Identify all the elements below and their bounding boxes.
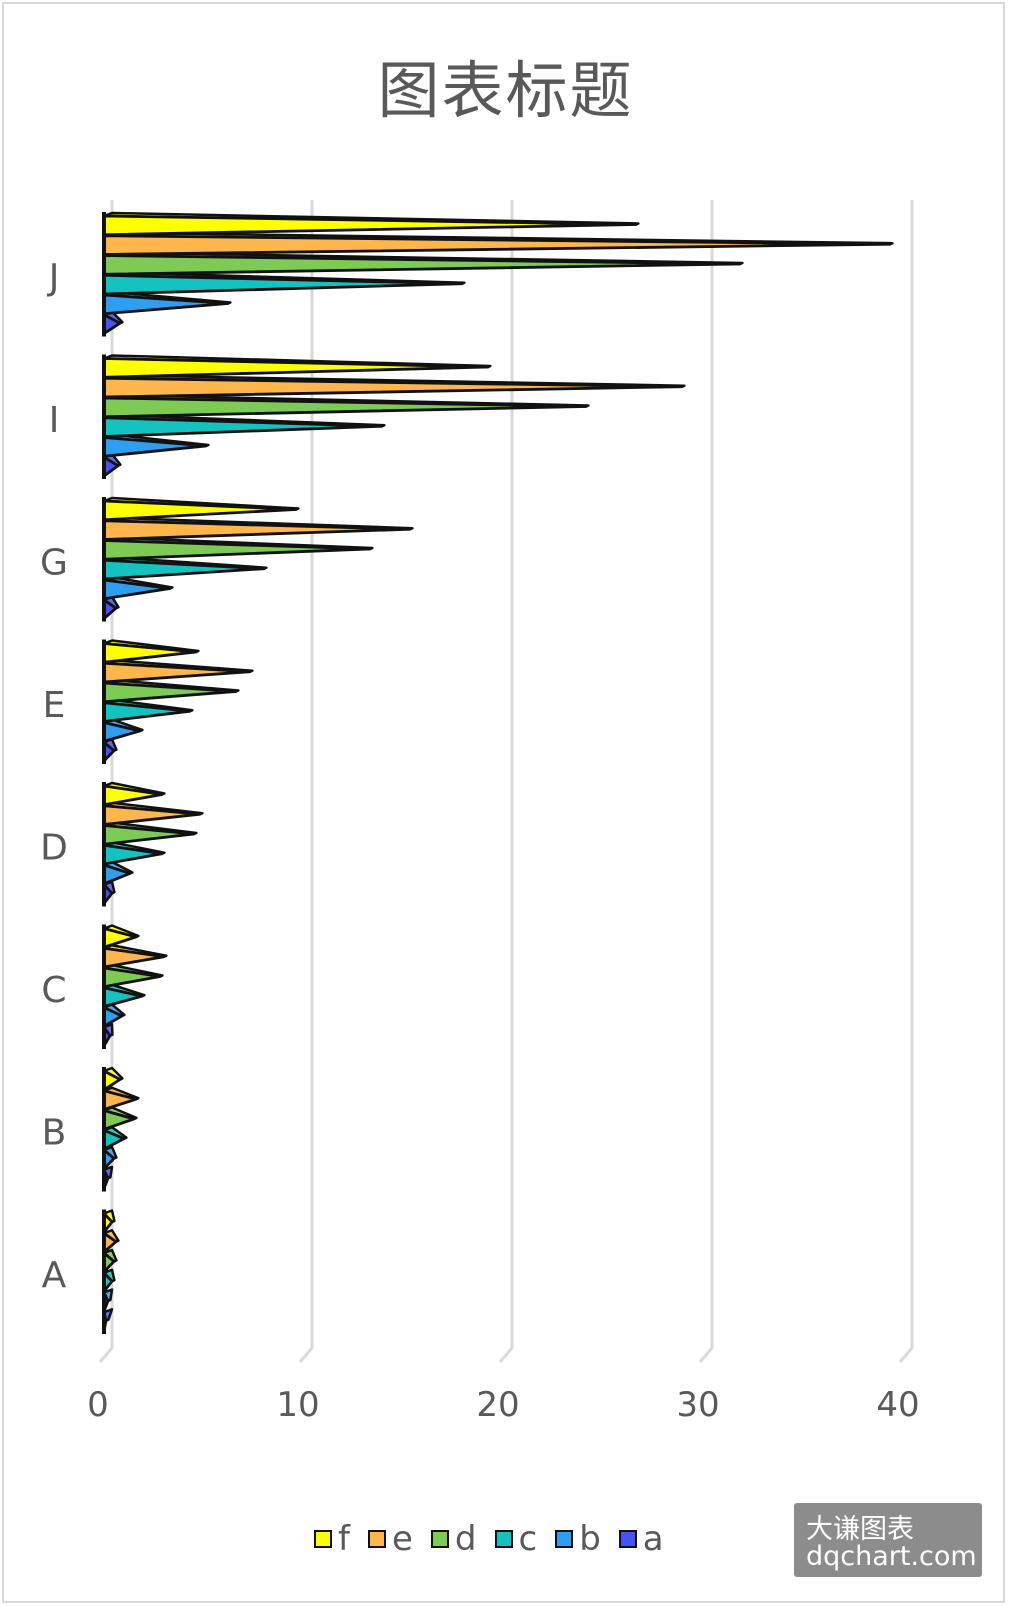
x-tick-label: 30: [676, 1385, 719, 1425]
y-tick-label: A: [42, 1255, 67, 1296]
chart-title: 图表标题: [377, 54, 634, 127]
watermark-line2: dqchart.com: [806, 1541, 977, 1572]
x-tick-label: 40: [876, 1385, 919, 1425]
gridline-floor: [698, 1347, 714, 1363]
watermark-badge: 大谦图表 dqchart.com: [794, 1503, 982, 1577]
legend-swatch: [367, 1530, 386, 1548]
gridline-floor: [98, 1347, 114, 1363]
x-tick-label: 10: [276, 1385, 319, 1425]
gridline-floor: [498, 1347, 514, 1363]
bar-f-C: [102, 927, 138, 949]
legend-label: b: [579, 1519, 601, 1559]
legend-label: f: [338, 1519, 350, 1559]
legend-item: d: [430, 1519, 477, 1559]
y-tick-label: J: [47, 257, 60, 298]
legend-swatch: [314, 1530, 332, 1548]
legend-label: e: [391, 1519, 413, 1559]
bar-c-D: [102, 843, 164, 866]
y-tick-label: D: [40, 827, 68, 868]
legend-swatch: [618, 1530, 637, 1548]
y-tick-label: G: [40, 542, 68, 583]
legend-label: c: [518, 1519, 538, 1559]
bar-b-G: [102, 578, 172, 601]
legend-item: e: [367, 1519, 413, 1559]
bar-f-D: [102, 784, 164, 807]
legend-swatch: [494, 1530, 513, 1548]
legend-label: d: [454, 1519, 477, 1559]
gridline-floor: [898, 1347, 914, 1363]
legend-item: a: [618, 1519, 664, 1559]
legend-item: b: [555, 1522, 601, 1556]
gridline-floor: [298, 1347, 314, 1363]
y-tick-label: C: [41, 970, 66, 1011]
bar-e-C: [102, 946, 166, 969]
x-tick-label: 20: [476, 1385, 519, 1425]
bar-e-B: [102, 1089, 138, 1111]
legend-swatch: [430, 1530, 449, 1548]
bar-c-C: [102, 986, 144, 1008]
y-tick-label: B: [42, 1112, 67, 1153]
bar-d-C: [102, 966, 162, 989]
y-tick-label: E: [43, 685, 66, 726]
legend-item: c: [494, 1519, 538, 1559]
watermark-line1: 大谦图表: [806, 1514, 914, 1545]
x-tick-label: 0: [87, 1385, 109, 1425]
legend-swatch: [555, 1530, 574, 1548]
y-tick-label: I: [49, 400, 60, 441]
bar-b-E: [102, 721, 142, 743]
bar-d-B: [102, 1109, 136, 1131]
legend-item: f: [314, 1522, 350, 1556]
legend-label: a: [642, 1519, 664, 1559]
